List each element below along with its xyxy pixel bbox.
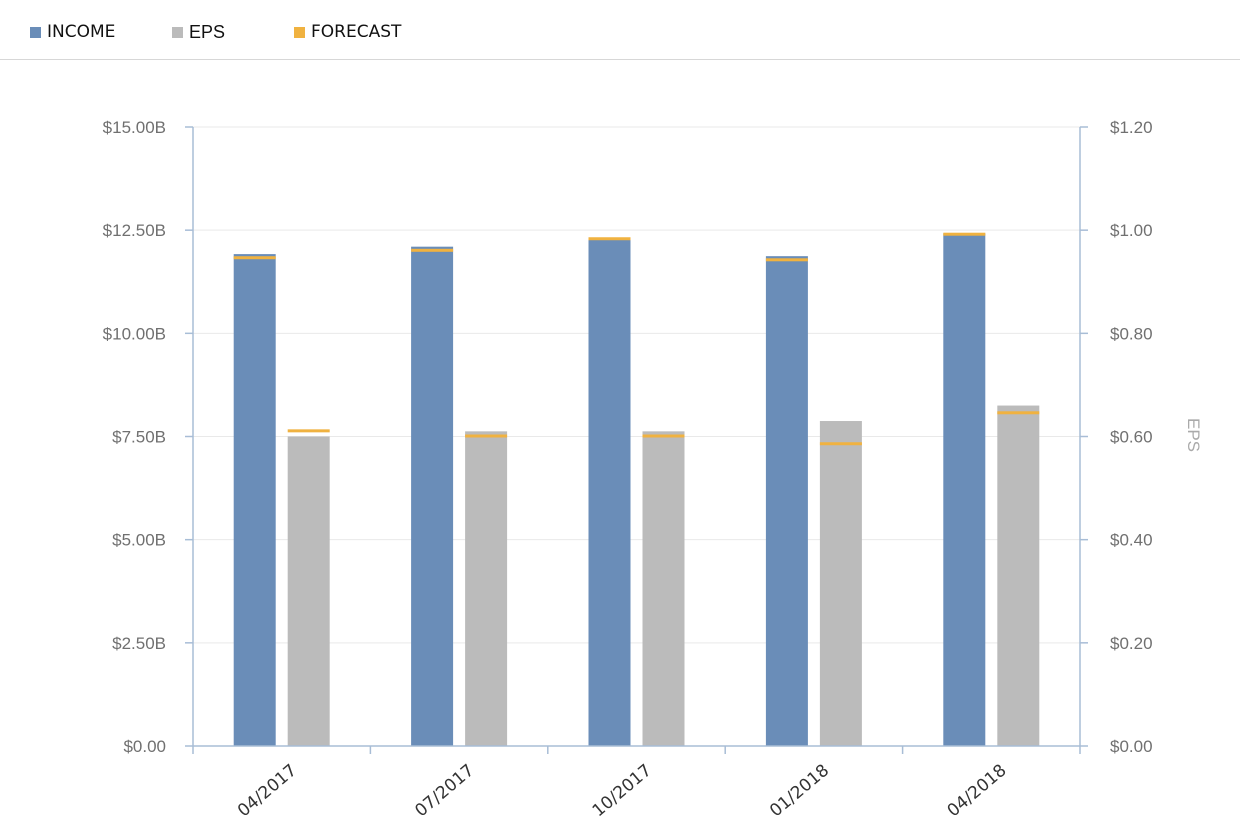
income-bar — [411, 246, 454, 746]
left-axis-tick-label: $15.00B — [103, 118, 166, 137]
left-axis-tick-label: $5.00B — [112, 531, 166, 550]
legend-label-eps: EPS — [189, 21, 226, 42]
right-axis-tick-label: $1.20 — [1110, 118, 1153, 137]
eps-bar — [465, 431, 508, 746]
right-axis-tick-label: $0.40 — [1110, 531, 1153, 550]
forecast-marker — [943, 232, 986, 236]
legend-item-income[interactable]: INCOME — [30, 20, 115, 44]
left-axis-tick-label: $10.00B — [103, 324, 166, 343]
eps-bar — [287, 436, 330, 746]
right-axis-tick-label: $1.00 — [1110, 221, 1153, 240]
legend-item-forecast[interactable]: FORECAST — [294, 20, 401, 44]
legend-swatch-eps — [172, 26, 183, 38]
right-axis-title: EPS — [1184, 418, 1203, 452]
income-bar — [765, 256, 808, 746]
legend-label-income: INCOME — [47, 22, 116, 42]
income-bar — [943, 233, 986, 746]
left-axis-tick-label: $0.00 — [123, 737, 166, 756]
left-axis-tick-label: $7.50B — [112, 428, 166, 447]
legend-label-forecast: FORECAST — [311, 22, 402, 42]
forecast-marker — [465, 434, 508, 438]
eps-bar — [642, 431, 685, 746]
axes — [185, 126, 1088, 754]
eps-bar — [819, 421, 862, 746]
legend-item-eps[interactable]: EPS — [172, 20, 225, 44]
forecast-marker — [819, 442, 862, 446]
forecast-marker — [642, 434, 685, 438]
forecast-marker — [997, 411, 1040, 415]
bars — [233, 232, 1040, 747]
x-axis-tick-label: 07/2017 — [411, 761, 478, 822]
left-axis-tick-label: $12.50B — [103, 221, 166, 240]
chart-legend: INCOME EPS FORECAST — [0, 0, 1240, 60]
forecast-marker — [287, 429, 330, 433]
right-axis-tick-label: $0.00 — [1110, 737, 1153, 756]
income-bar — [588, 238, 631, 747]
legend-swatch-forecast — [294, 26, 305, 38]
right-axis-tick-label: $0.80 — [1110, 324, 1153, 343]
legend-swatch-income — [30, 26, 41, 38]
forecast-marker — [411, 248, 454, 252]
x-axis-tick-label: 10/2017 — [589, 761, 656, 822]
grid-lines — [193, 126, 1080, 644]
x-axis-tick-label: 04/2017 — [234, 761, 301, 822]
right-axis-tick-label: $0.60 — [1110, 428, 1153, 447]
right-axis-tick-label: $0.20 — [1110, 634, 1153, 653]
x-axis-tick-label: 01/2018 — [766, 761, 833, 822]
forecast-marker — [765, 258, 808, 262]
left-axis-tick-label: $2.50B — [112, 634, 166, 653]
x-axis-tick-label: 04/2018 — [944, 761, 1011, 822]
income-bar — [233, 254, 276, 747]
eps-bar — [997, 405, 1040, 746]
forecast-marker — [233, 256, 276, 260]
forecast-marker — [588, 237, 631, 241]
